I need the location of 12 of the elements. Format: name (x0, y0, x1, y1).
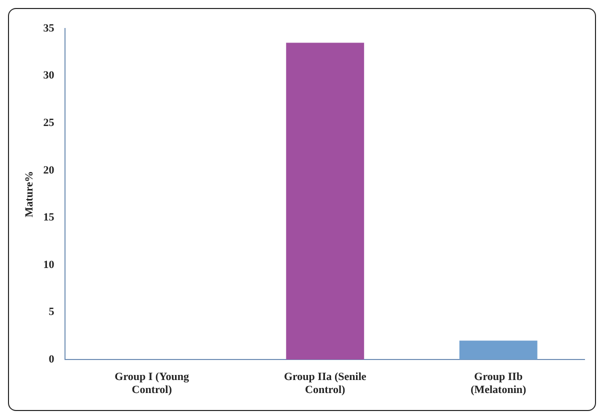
y-tick-label: 0 (48, 353, 55, 366)
y-tick-label: 5 (48, 306, 55, 318)
y-tick-label: 15 (43, 212, 55, 224)
y-tick-label: 25 (43, 117, 55, 130)
x-tick-label: Group IIa (Senile Control) (284, 371, 366, 396)
y-tick-label: 30 (43, 70, 55, 82)
x-tick-label: Group IIb (Melatonin) (470, 371, 526, 396)
y-tick-label: 20 (43, 164, 55, 176)
x-tick-label: Group I (Young Control) (114, 371, 190, 396)
y-axis-title: Mature% (23, 170, 36, 218)
y-tick-label: 10 (43, 258, 55, 271)
y-tick-label: 35 (43, 22, 55, 34)
